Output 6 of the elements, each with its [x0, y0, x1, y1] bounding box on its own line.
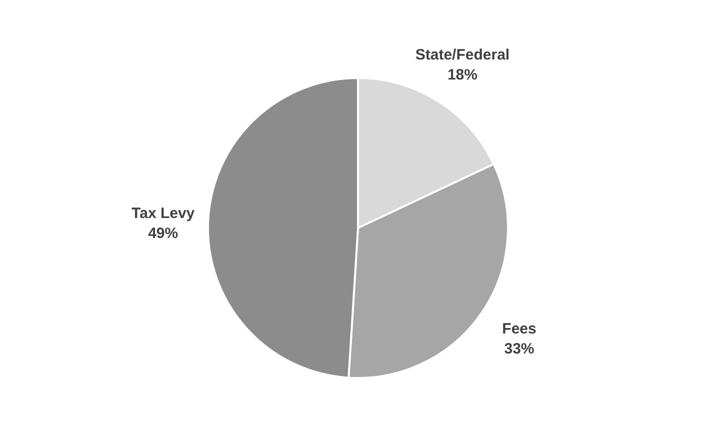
slice-label: State/Federal [415, 46, 510, 64]
slice-label: Fees [502, 320, 536, 338]
data-label: 49% [148, 224, 178, 242]
data-label: 33% [504, 340, 534, 358]
data-label: 18% [447, 66, 478, 84]
slice-label: Tax Levy [132, 204, 196, 222]
